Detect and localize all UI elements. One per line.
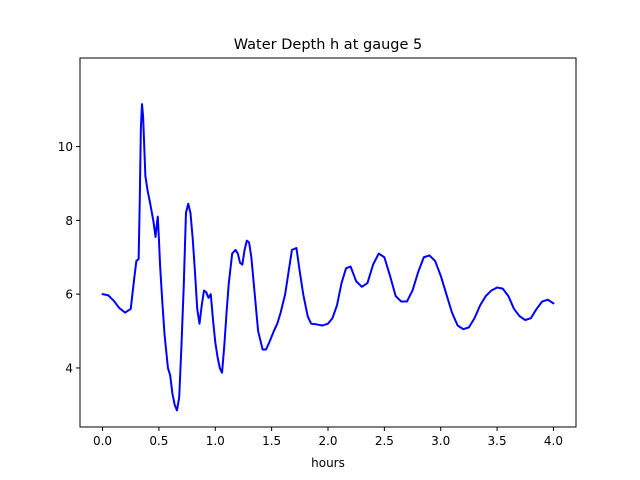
x-tick-label: 1.0 (206, 434, 225, 448)
x-axis: 0.0 0.5 1.0 1.5 2.0 2.5 3.0 3.5 4.0 (93, 427, 563, 448)
chart-title: Water Depth h at gauge 5 (234, 37, 422, 53)
x-tick-label: 3.0 (431, 434, 450, 448)
plot-area (101, 103, 555, 412)
x-tick-label: 3.5 (488, 434, 507, 448)
series-line-1 (101, 103, 555, 412)
y-tick-label: 10 (58, 140, 73, 154)
y-tick-label: 8 (65, 214, 73, 228)
x-tick-label: 1.5 (262, 434, 281, 448)
x-tick-label: 2.0 (318, 434, 337, 448)
x-tick-label: 0.5 (149, 434, 168, 448)
x-tick-label: 0.0 (93, 434, 112, 448)
x-tick-label: 4.0 (544, 434, 563, 448)
x-tick-label: 2.5 (375, 434, 394, 448)
x-axis-label: hours (311, 456, 345, 470)
plot-frame (79, 57, 577, 428)
y-tick-label: 4 (65, 361, 73, 375)
y-axis: 4 6 8 10 (58, 140, 80, 375)
y-tick-label: 6 (65, 288, 73, 302)
